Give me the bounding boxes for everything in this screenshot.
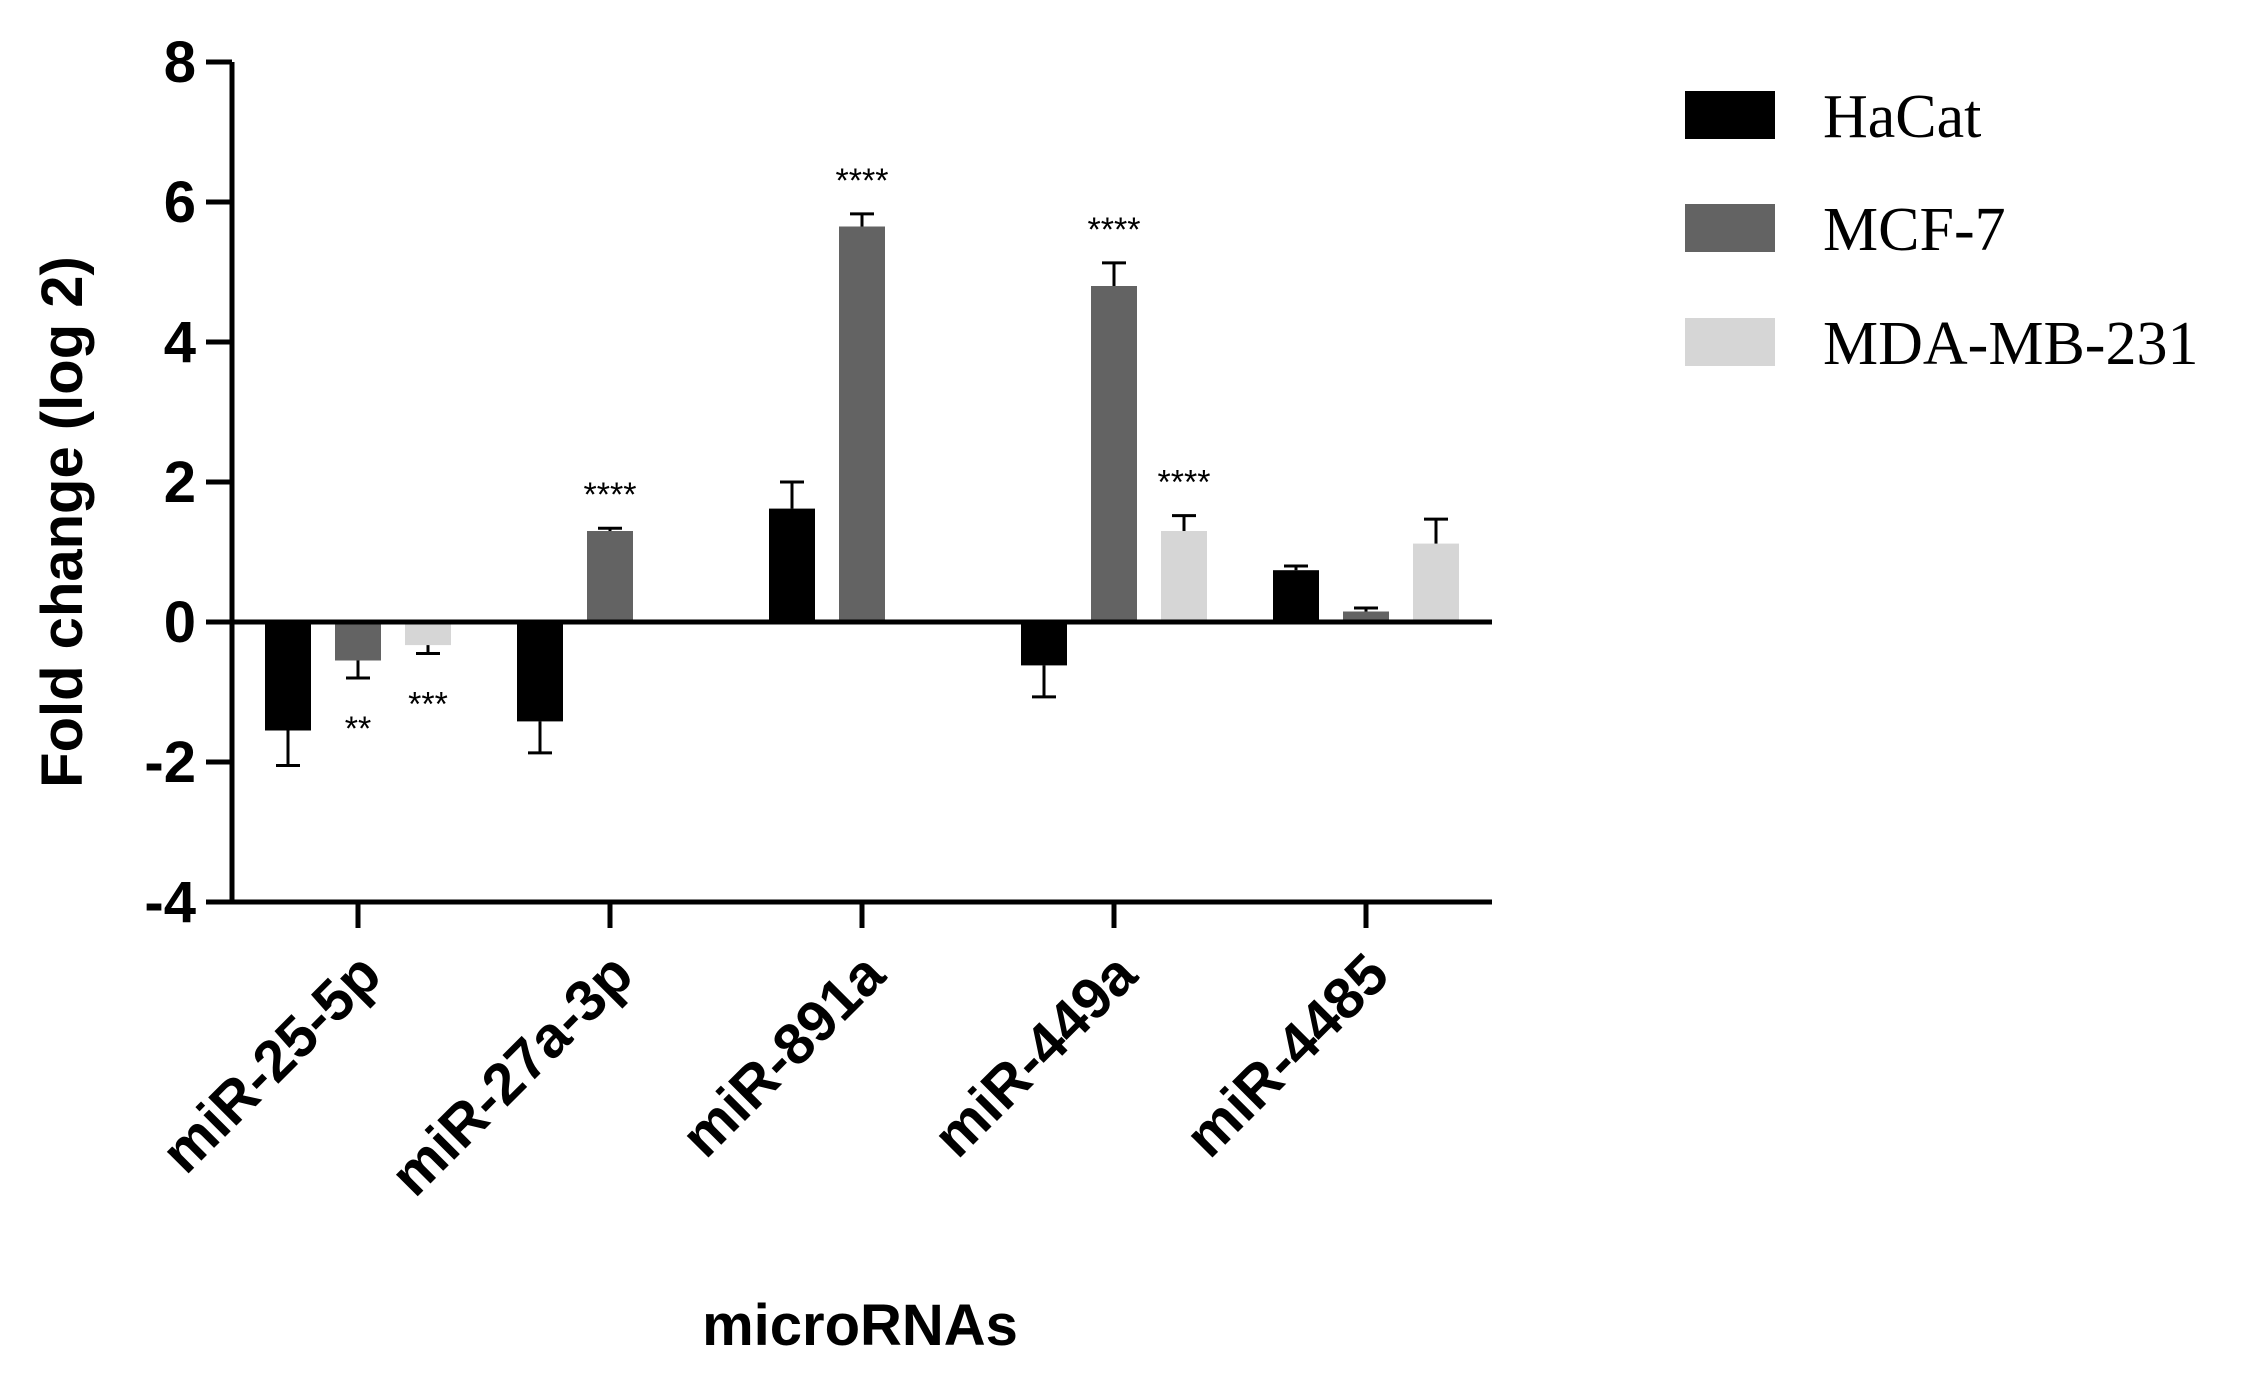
- legend: HaCat MCF-7 MDA-MB-231: [1685, 83, 2198, 378]
- error-bars: [276, 212, 1448, 767]
- y-axis-label: Fold change (log 2): [30, 256, 95, 788]
- bar-mcf-7: [1091, 286, 1137, 622]
- x-tick-label: miR-449a: [921, 941, 1150, 1170]
- x-tick-label: miR-4485: [1173, 941, 1401, 1169]
- significance-stars: ***: [408, 686, 448, 724]
- bars: [265, 226, 1459, 731]
- significance-labels: *********************: [345, 162, 1211, 748]
- bar-hacat: [265, 622, 311, 731]
- y-tick-label: -4: [144, 870, 196, 935]
- y-tick-label: 2: [164, 450, 196, 515]
- legend-swatch-hacat: [1685, 91, 1775, 139]
- legend-swatch-mda-mb-231: [1685, 318, 1775, 366]
- bar-hacat: [1273, 570, 1319, 622]
- bar-hacat: [1021, 622, 1067, 666]
- y-tick-label: 6: [164, 170, 196, 235]
- y-tick-label: 8: [164, 30, 196, 95]
- significance-stars: ****: [1088, 211, 1141, 249]
- y-tick-label: -2: [144, 730, 196, 795]
- y-tick-label: 4: [164, 310, 196, 375]
- bar-hacat: [769, 508, 815, 622]
- legend-label: MDA-MB-231: [1823, 310, 2198, 378]
- x-tick-label: miR-25-5p: [149, 941, 393, 1185]
- y-tick-label: 0: [164, 590, 196, 655]
- bar-mcf-7: [839, 226, 885, 622]
- bar-mda-mb-231: [1161, 531, 1207, 622]
- y-axis-ticks: -4 -2 0 2 4 6 8: [144, 30, 232, 935]
- x-tick-label: miR-27a-3p: [378, 941, 645, 1208]
- significance-stars: ****: [1158, 464, 1211, 502]
- significance-stars: ****: [584, 476, 637, 514]
- bar-mcf-7: [1343, 611, 1389, 622]
- bar-mda-mb-231: [1413, 543, 1459, 622]
- legend-swatch-mcf-7: [1685, 204, 1775, 252]
- significance-stars: **: [345, 710, 371, 748]
- bar-mda-mb-231: [405, 622, 451, 646]
- x-tick-label: miR-891a: [669, 941, 898, 1170]
- bar-mcf-7: [587, 531, 633, 622]
- legend-label: HaCat: [1823, 83, 1981, 151]
- significance-stars: ****: [836, 162, 889, 200]
- x-axis-label: microRNAs: [702, 1293, 1018, 1358]
- bar-mcf-7: [335, 622, 381, 661]
- legend-label: MCF-7: [1823, 196, 2006, 264]
- bar-hacat: [517, 622, 563, 722]
